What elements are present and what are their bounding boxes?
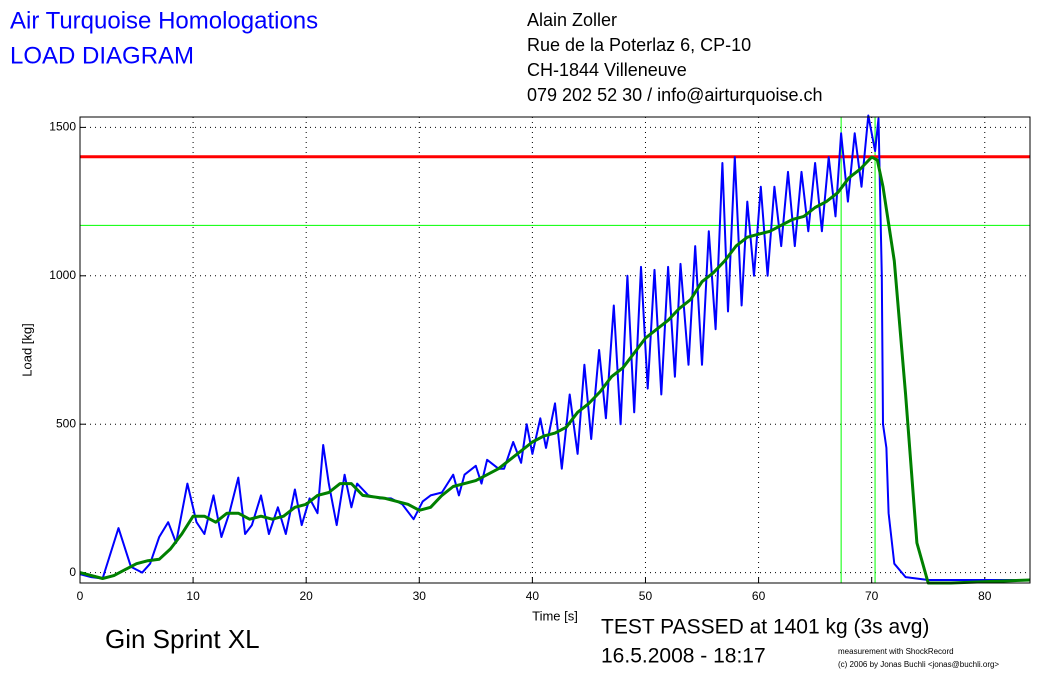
chart-subtitle: LOAD DIAGRAM <box>10 42 194 69</box>
credit: measurement with ShockRecord <box>838 647 954 656</box>
address-line: CH-1844 Villeneuve <box>527 60 687 80</box>
result-date: 16.5.2008 - 18:17 <box>601 645 766 668</box>
x-axis-label: Time [s] <box>532 608 578 623</box>
x-tick-label: 20 <box>300 589 314 603</box>
x-tick-label: 80 <box>978 589 992 603</box>
y-tick-label: 500 <box>56 416 76 430</box>
x-tick-label: 10 <box>186 589 200 603</box>
address-line: 079 202 52 30 / info@airturquoise.ch <box>527 85 822 105</box>
credit: (c) 2006 by Jonas Buchli <jonas@buchli.o… <box>838 660 999 669</box>
glider-name: Gin Sprint XL <box>105 624 260 654</box>
x-tick-label: 30 <box>413 589 427 603</box>
x-tick-label: 40 <box>526 589 540 603</box>
x-tick-label: 70 <box>865 589 879 603</box>
y-tick-label: 1000 <box>49 268 76 282</box>
address-line: Rue de la Poterlaz 6, CP-10 <box>527 35 751 55</box>
address-line: Alain Zoller <box>527 10 617 30</box>
plot-frame <box>79 116 1031 584</box>
x-tick-label: 0 <box>77 589 84 603</box>
y-tick-label: 0 <box>69 565 76 579</box>
data-line <box>79 155 1031 585</box>
y-tick-label: 1500 <box>49 120 76 134</box>
x-tick-label: 60 <box>752 589 766 603</box>
data-line <box>79 114 1030 581</box>
result-text: TEST PASSED at 1401 kg (3s avg) <box>601 616 929 639</box>
y-axis-label: Load [kg] <box>19 323 34 377</box>
x-tick-label: 50 <box>639 589 653 603</box>
chart-title: Air Turquoise Homologations <box>10 7 318 34</box>
